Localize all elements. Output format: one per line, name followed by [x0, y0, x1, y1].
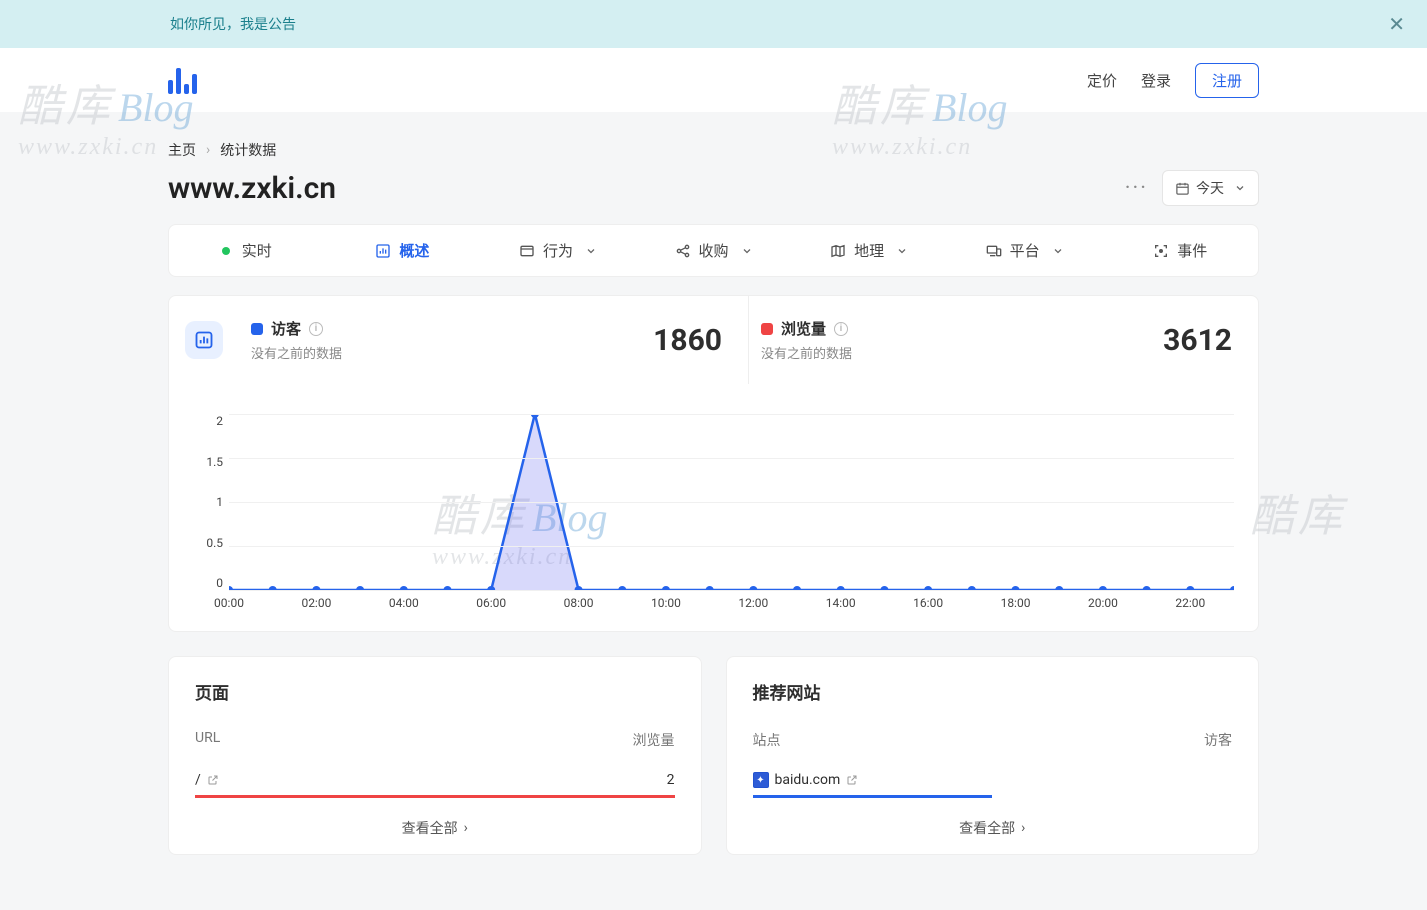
tab-overview[interactable]: 概述	[325, 225, 481, 276]
color-chip	[251, 323, 263, 335]
chevron-right-icon: ›	[206, 142, 210, 158]
col-header: 访客	[1204, 730, 1232, 750]
breadcrumb-home[interactable]: 主页	[168, 140, 196, 160]
info-icon[interactable]: i	[309, 322, 323, 336]
date-picker[interactable]: 今天	[1162, 170, 1259, 206]
tab-platform[interactable]: 平台	[947, 225, 1103, 276]
top-nav: 定价 登录 注册	[0, 48, 1427, 112]
focus-icon	[1153, 243, 1169, 259]
calendar-icon	[1175, 181, 1190, 196]
color-chip	[761, 323, 773, 335]
chevron-right-icon: ›	[1021, 820, 1025, 836]
chevron-down-icon	[1052, 245, 1064, 257]
stat-sub: 没有之前的数据	[761, 343, 852, 362]
stat-visitors[interactable]: 访客 i 没有之前的数据 1860	[239, 296, 748, 384]
row-label: baidu.com	[775, 772, 841, 788]
pages-table: 页面 URL 浏览量 /2 查看全部 ›	[168, 656, 702, 855]
page-title: www.zxki.cn	[168, 171, 336, 206]
stat-value: 3612	[1163, 323, 1232, 358]
nav-login[interactable]: 登录	[1141, 70, 1171, 91]
tabs: 实时 概述 行为 收购 地理 平台 事件	[168, 224, 1259, 277]
col-header: 浏览量	[633, 730, 675, 750]
stat-label: 浏览量	[781, 318, 826, 339]
chart: 21.510.50 00:0002:0004:0006:0008:0010:00…	[169, 384, 1258, 631]
tab-label: 地理	[854, 240, 884, 261]
share-icon	[675, 243, 691, 259]
favicon: ✦	[753, 772, 769, 788]
chevron-right-icon: ›	[464, 820, 468, 836]
chevron-down-icon	[896, 245, 908, 257]
tab-label: 行为	[543, 240, 573, 261]
info-icon[interactable]: i	[834, 322, 848, 336]
view-all-label: 查看全部	[959, 818, 1015, 838]
breadcrumb: 主页 › 统计数据	[168, 140, 1259, 160]
tab-label: 平台	[1010, 240, 1040, 261]
logo[interactable]	[168, 66, 197, 94]
chevron-down-icon	[585, 245, 597, 257]
chart-icon	[375, 243, 391, 259]
map-icon	[830, 243, 846, 259]
table-row[interactable]: ✦ baidu.com	[753, 772, 1233, 798]
stat-label: 访客	[271, 318, 301, 339]
window-icon	[519, 243, 535, 259]
announcement-text: 如你所见，我是公告	[170, 14, 296, 34]
table-row[interactable]: /2	[195, 772, 675, 798]
col-header: URL	[195, 730, 220, 750]
external-link-icon[interactable]	[207, 774, 219, 786]
announcement-bar: 如你所见，我是公告 ✕	[0, 0, 1427, 48]
tab-acquisition[interactable]: 收购	[636, 225, 792, 276]
row-value: 2	[667, 772, 675, 788]
view-all-button[interactable]: 查看全部 ›	[753, 804, 1233, 844]
row-label: /	[195, 772, 201, 788]
tab-label: 实时	[242, 240, 272, 261]
breadcrumb-current: 统计数据	[220, 140, 276, 160]
external-link-icon[interactable]	[846, 774, 858, 786]
tab-behavior[interactable]: 行为	[480, 225, 636, 276]
y-axis: 21.510.50	[193, 414, 223, 590]
chevron-down-icon	[741, 245, 753, 257]
tab-label: 概述	[399, 240, 429, 261]
tab-label: 收购	[699, 240, 729, 261]
stat-sub: 没有之前的数据	[251, 343, 342, 362]
referrers-table: 推荐网站 站点 访客 ✦ baidu.com 查看全部 ›	[726, 656, 1260, 855]
more-icon[interactable]: ···	[1125, 176, 1148, 201]
view-all-button[interactable]: 查看全部 ›	[195, 804, 675, 844]
stat-value: 1860	[653, 323, 722, 358]
chevron-down-icon	[1234, 182, 1246, 194]
col-header: 站点	[753, 730, 781, 750]
date-label: 今天	[1196, 178, 1224, 198]
tab-live[interactable]: 实时	[169, 225, 325, 276]
stat-pageviews[interactable]: 浏览量 i 没有之前的数据 3612	[748, 296, 1258, 384]
devices-icon	[986, 243, 1002, 259]
register-button[interactable]: 注册	[1195, 63, 1259, 98]
view-all-label: 查看全部	[402, 818, 458, 838]
table-title: 页面	[195, 679, 675, 704]
nav-pricing[interactable]: 定价	[1087, 70, 1117, 91]
tab-label: 事件	[1177, 240, 1207, 261]
chart-icon	[185, 321, 223, 359]
plot-area	[229, 414, 1234, 590]
close-icon[interactable]: ✕	[1388, 12, 1405, 36]
main-card: 访客 i 没有之前的数据 1860 浏览量 i 没有之前的数据 3612	[168, 295, 1259, 632]
table-title: 推荐网站	[753, 679, 1233, 704]
tab-geo[interactable]: 地理	[791, 225, 947, 276]
tab-events[interactable]: 事件	[1102, 225, 1258, 276]
stat-icon-box	[169, 296, 239, 384]
